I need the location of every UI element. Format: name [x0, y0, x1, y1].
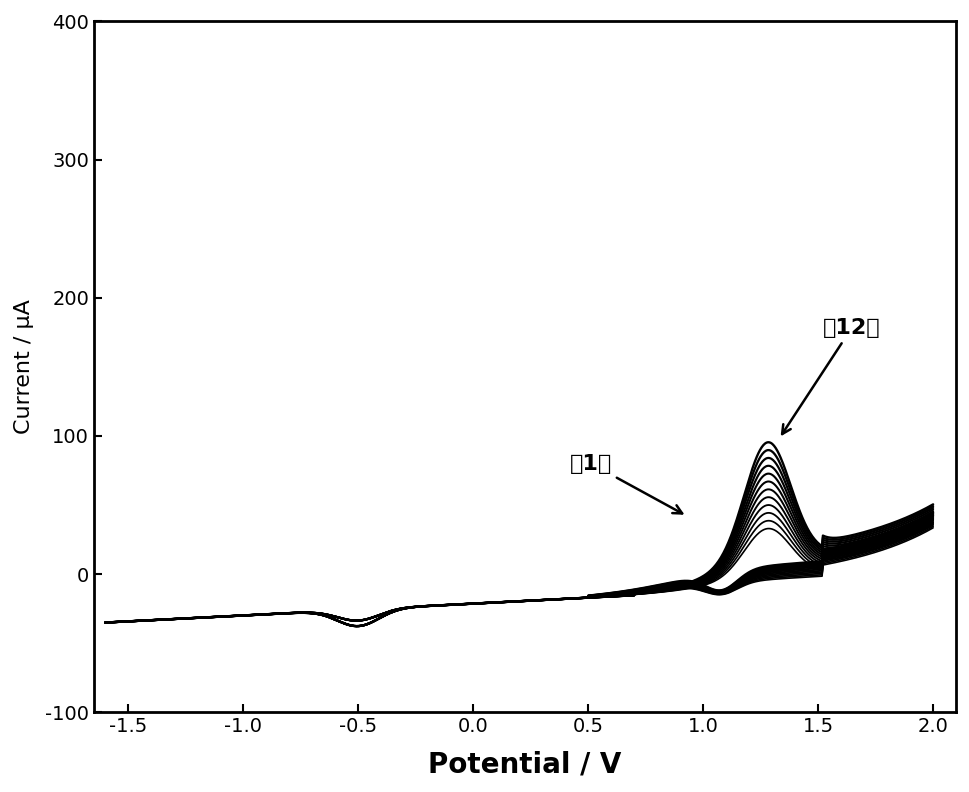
- Text: 第1圈: 第1圈: [569, 454, 681, 513]
- X-axis label: Potential / V: Potential / V: [428, 750, 621, 778]
- Text: 第12圈: 第12圈: [781, 318, 880, 434]
- Y-axis label: Current / μA: Current / μA: [14, 299, 34, 434]
